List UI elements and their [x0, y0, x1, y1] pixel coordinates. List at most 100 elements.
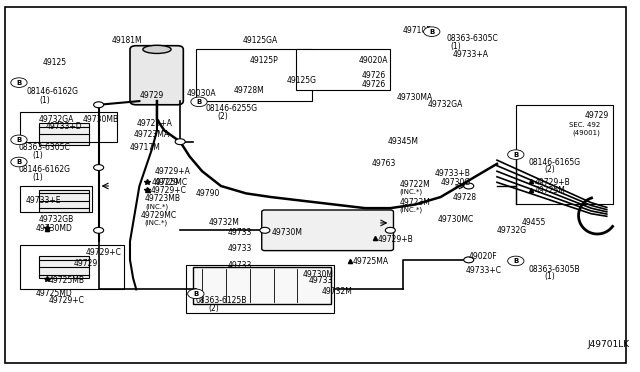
Text: 49733: 49733	[308, 276, 333, 285]
Text: J49701LK: J49701LK	[588, 340, 630, 349]
Text: 49723MA: 49723MA	[133, 130, 169, 139]
Text: (1): (1)	[33, 151, 44, 160]
Text: 49728M: 49728M	[234, 86, 264, 94]
Text: 49732M: 49732M	[321, 287, 352, 296]
Text: 49733: 49733	[227, 244, 252, 253]
Text: 49020A: 49020A	[359, 56, 388, 65]
FancyBboxPatch shape	[262, 210, 394, 251]
Text: 49729+B: 49729+B	[378, 235, 413, 244]
Circle shape	[508, 150, 524, 160]
Text: 49729+C: 49729+C	[49, 296, 84, 305]
Circle shape	[424, 27, 440, 36]
Text: 49729+C: 49729+C	[86, 248, 122, 257]
Text: 49020F: 49020F	[468, 251, 497, 261]
Text: 49717M: 49717M	[130, 143, 161, 152]
FancyBboxPatch shape	[130, 46, 183, 105]
Text: B: B	[513, 258, 518, 264]
Text: 08146-6162G: 08146-6162G	[19, 165, 71, 174]
Text: 49729: 49729	[155, 178, 179, 187]
Text: 49455: 49455	[522, 218, 547, 227]
Text: 08146-6162G: 08146-6162G	[26, 87, 79, 96]
Text: (1): (1)	[33, 173, 44, 182]
Text: 49710R: 49710R	[403, 26, 433, 35]
Text: 49763: 49763	[371, 159, 396, 169]
Text: (INC.*): (INC.*)	[400, 188, 423, 195]
Text: 49733+C: 49733+C	[466, 266, 502, 275]
Bar	[296, 49, 390, 90]
Bar	[39, 190, 89, 212]
Bar	[20, 245, 124, 289]
Bar	[39, 123, 89, 145]
Circle shape	[464, 183, 474, 189]
Text: 49730MD: 49730MD	[36, 224, 73, 233]
Text: 49732GA: 49732GA	[39, 115, 74, 124]
Text: B: B	[429, 29, 435, 35]
Text: 49733+D: 49733+D	[45, 122, 82, 131]
Text: 49725MA: 49725MA	[353, 257, 389, 266]
Circle shape	[93, 164, 104, 170]
Text: 49125G: 49125G	[287, 76, 317, 85]
Text: 49725MD: 49725MD	[36, 289, 73, 298]
Circle shape	[175, 139, 185, 145]
Text: (1): (1)	[544, 272, 555, 281]
Bar	[516, 105, 613, 205]
Text: 49728: 49728	[453, 193, 477, 202]
Text: 49725MC: 49725MC	[152, 178, 188, 187]
Text: 49729: 49729	[140, 91, 164, 100]
Text: 49730MB: 49730MB	[83, 115, 119, 124]
Text: 49723M: 49723M	[400, 198, 431, 207]
Text: 49733+E: 49733+E	[25, 196, 61, 205]
Text: 49733: 49733	[227, 261, 252, 270]
Text: 08146-6255G: 08146-6255G	[205, 104, 257, 113]
Text: B: B	[193, 291, 198, 297]
Text: (2): (2)	[209, 304, 219, 313]
Text: 49733: 49733	[227, 228, 252, 237]
Text: 49732GA: 49732GA	[428, 100, 463, 109]
Text: SEC. 492: SEC. 492	[569, 122, 600, 128]
Text: 49345M: 49345M	[387, 137, 418, 146]
Bar	[196, 49, 312, 101]
Circle shape	[93, 227, 104, 233]
Text: 49730M: 49730M	[303, 270, 333, 279]
Text: 49733+B: 49733+B	[435, 169, 470, 177]
Text: 49732G: 49732G	[497, 226, 527, 235]
Text: 49125P: 49125P	[249, 56, 278, 65]
Text: 08363-6125B: 08363-6125B	[196, 296, 247, 305]
Text: 08363-6305C: 08363-6305C	[19, 143, 70, 152]
Text: 49726: 49726	[362, 80, 387, 89]
Text: 08363-6305C: 08363-6305C	[447, 34, 499, 43]
Text: 49730MC: 49730MC	[437, 215, 474, 224]
Bar	[193, 267, 331, 304]
Text: 49030A: 49030A	[186, 89, 216, 98]
Text: 49725MB: 49725MB	[49, 276, 84, 285]
Text: 49722M: 49722M	[400, 180, 431, 189]
Circle shape	[11, 78, 27, 87]
Text: 49732GB: 49732GB	[39, 215, 74, 224]
Text: 49725M: 49725M	[534, 186, 566, 195]
Circle shape	[260, 227, 270, 233]
Text: 49729+C: 49729+C	[150, 186, 187, 195]
Text: 49790: 49790	[196, 189, 220, 198]
Ellipse shape	[143, 45, 171, 54]
Circle shape	[11, 135, 27, 145]
Circle shape	[93, 102, 104, 108]
Text: 49125: 49125	[42, 58, 67, 67]
Text: (1): (1)	[39, 96, 50, 105]
Text: (2): (2)	[544, 165, 555, 174]
Text: (INC.*): (INC.*)	[145, 220, 168, 226]
Text: (INC.*): (INC.*)	[400, 207, 423, 213]
Bar	[20, 186, 92, 212]
Text: (1): (1)	[450, 42, 461, 51]
Text: 49726: 49726	[362, 71, 387, 80]
Text: 49730M: 49730M	[271, 228, 302, 237]
Text: 49729+B: 49729+B	[534, 178, 570, 187]
Bar	[186, 265, 334, 313]
Text: 49729+A: 49729+A	[136, 119, 172, 128]
Text: 49125GA: 49125GA	[243, 36, 278, 45]
Text: (49001): (49001)	[572, 129, 600, 136]
Circle shape	[508, 256, 524, 266]
Text: B: B	[17, 137, 22, 143]
Bar	[20, 112, 118, 142]
Text: 49730MA: 49730MA	[397, 93, 433, 102]
Circle shape	[385, 227, 396, 233]
